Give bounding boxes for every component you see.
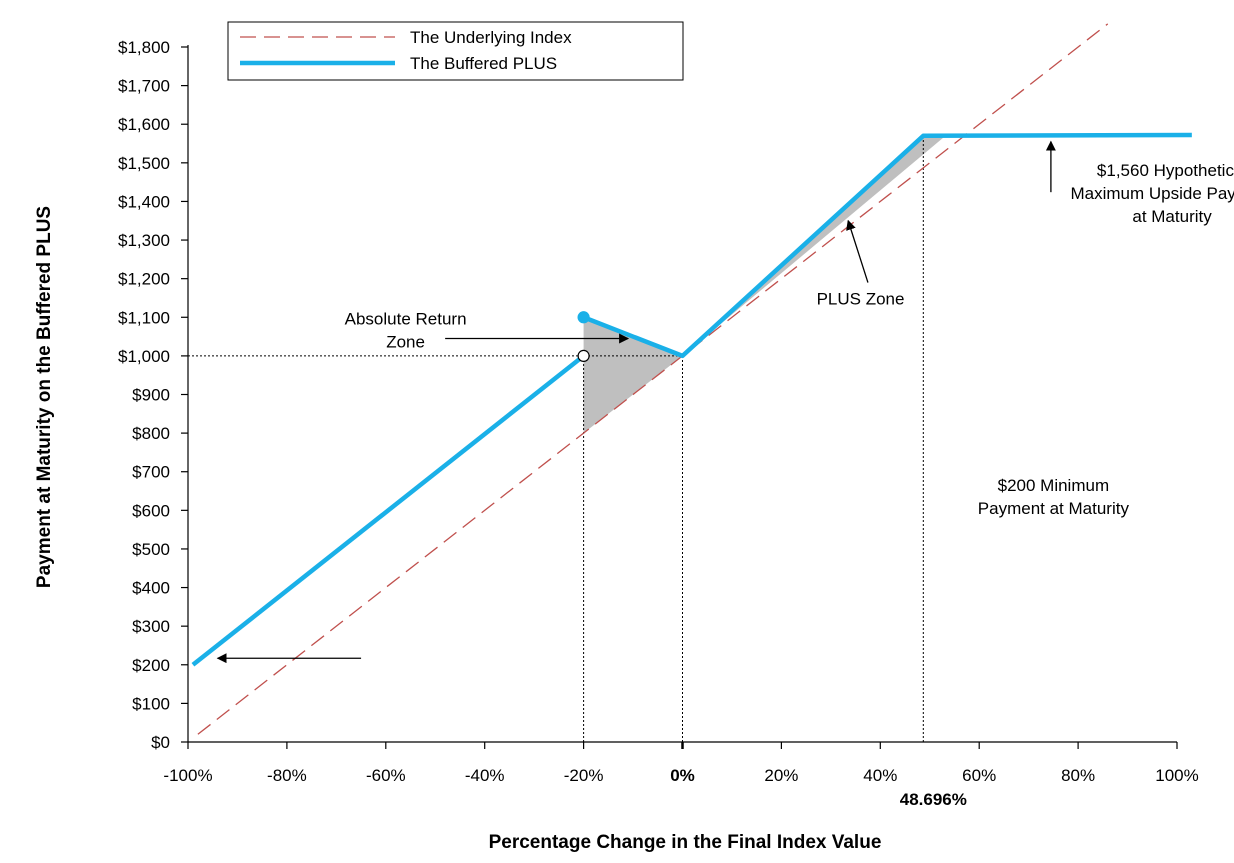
y-tick-label: $0 [151,733,170,752]
x-tick-label: -80% [267,766,307,785]
x-tick-label: 20% [764,766,798,785]
y-tick-label: $1,200 [118,270,170,289]
shaded-region-plus-zone [682,135,946,356]
x-tick-label: 0% [670,766,695,785]
y-tick-label: $1,400 [118,192,170,211]
y-tick-label: $600 [132,501,170,520]
x-tick-label: 100% [1155,766,1198,785]
annotation-text-line: Zone [386,333,425,352]
x-tick-label-48696: 48.696% [900,790,967,809]
x-tick-label: 80% [1061,766,1095,785]
annotation-text-line: Maximum Upside Payment [1070,184,1234,203]
annotation-text-line: at Maturity [1132,207,1212,226]
y-tick-label: $1,100 [118,308,170,327]
x-axis-title: Percentage Change in the Final Index Val… [489,832,882,853]
legend-label: The Underlying Index [410,28,572,47]
annotation-text-line: Payment at Maturity [978,499,1130,518]
x-tick-label: 40% [863,766,897,785]
y-tick-label: $800 [132,424,170,443]
y-tick-label: $1,700 [118,77,170,96]
y-tick-label: $700 [132,463,170,482]
y-tick-label: $200 [132,656,170,675]
annotation-text-line: $200 Minimum [998,476,1110,495]
y-tick-label: $400 [132,579,170,598]
y-tick-label: $500 [132,540,170,559]
legend: The Underlying Index The Buffered PLUS [227,21,684,81]
marker-filled-point [577,311,590,324]
x-tick-label: -40% [465,766,505,785]
shaded-region-absolute-return-zone [583,317,683,434]
annotation-max-payment: $1,560 Hypothetical Maximum Upside Paymen… [1045,140,1234,226]
y-tick-label: $1,500 [118,154,170,173]
marker-open-point [577,349,590,362]
x-tick-label: 60% [962,766,996,785]
annotation-text-line: PLUS Zone [817,290,905,309]
y-tick-label: $1,800 [118,38,170,57]
series-buffered-plus-segment-2 [582,132,1192,359]
series-buffered-plus-segment-1 [191,354,585,667]
series-underlying-index-line [197,23,1109,735]
annotation-plus-zone: PLUS Zone [817,219,905,309]
x-tick-label: -60% [366,766,406,785]
annotation-arrow [846,219,869,283]
annotation-absolute-return-zone: Absolute Return Zone [345,310,630,352]
y-tick-label: $1,600 [118,115,170,134]
y-tick-label: $1,300 [118,231,170,250]
y-tick-label: $100 [132,694,170,713]
y-tick-label: $1,000 [118,347,170,366]
y-tick-label: $900 [132,386,170,405]
annotation-min-payment: $200 Minimum Payment at Maturity [216,476,1130,664]
legend-label: The Buffered PLUS [410,54,557,73]
x-tick-label: -100% [163,766,212,785]
annotation-text-line: Absolute Return [345,310,467,329]
x-tick-label: -20% [564,766,604,785]
legend-box [227,21,684,81]
annotation-text-line: $1,560 Hypothetical [1097,161,1234,180]
y-axis-title: Payment at Maturity on the Buffered PLUS [34,206,55,588]
y-tick-label: $300 [132,617,170,636]
